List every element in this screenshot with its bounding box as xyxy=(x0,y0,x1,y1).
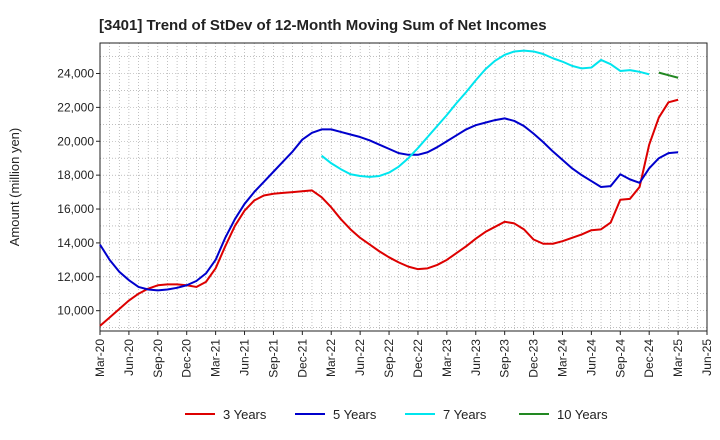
legend-label-3-years: 3 Years xyxy=(223,407,267,422)
x-tick-label: Dec-20 xyxy=(180,339,194,378)
x-tick-label: Jun-20 xyxy=(122,339,136,376)
y-tick-label: 22,000 xyxy=(57,100,94,114)
chart-title: [3401] Trend of StDev of 12-Month Moving… xyxy=(99,17,547,34)
x-tick-label: Mar-20 xyxy=(93,339,107,377)
y-tick-label: 24,000 xyxy=(57,66,94,80)
x-tick-label: Jun-22 xyxy=(353,339,367,376)
x-tick-label: Dec-22 xyxy=(411,339,425,378)
series-line-10-years xyxy=(658,71,679,79)
series-line-7-years xyxy=(320,49,650,178)
plot-area-border xyxy=(99,42,708,332)
x-axis: Mar-20 Jun-20 Sep-20 Dec-20 Mar-21 Jun-21 Sep-… xyxy=(93,331,714,378)
x-tick-label: Sep-22 xyxy=(382,339,396,378)
x-tick-label: Mar-25 xyxy=(671,339,685,377)
x-tick-label: Sep-24 xyxy=(613,339,627,378)
y-axis: 10,000 12,000 14,000 16,000 18,000 20,000 22,0… xyxy=(57,66,100,318)
legend-label-10-years: 10 Years xyxy=(557,407,608,422)
x-tick-label: Sep-21 xyxy=(266,339,280,378)
y-tick-label: 10,000 xyxy=(57,304,94,318)
x-tick-label: Jun-23 xyxy=(469,339,483,376)
x-tick-label: Jun-21 xyxy=(238,339,252,376)
x-tick-label: Mar-22 xyxy=(324,339,338,377)
series-lines xyxy=(99,49,679,327)
legend-label-5-years: 5 Years xyxy=(333,407,377,422)
x-tick-label: Mar-23 xyxy=(440,339,454,377)
series-line-3-years xyxy=(99,98,679,327)
x-tick-label: Mar-24 xyxy=(555,339,569,377)
grid xyxy=(100,43,707,331)
y-tick-label: 18,000 xyxy=(57,168,94,182)
x-tick-label: Dec-21 xyxy=(295,339,309,378)
x-tick-label: Jun-24 xyxy=(584,339,598,376)
x-tick-label: Jun-25 xyxy=(700,339,714,376)
x-tick-label: Mar-21 xyxy=(209,339,223,377)
y-axis-label: Amount (million yen) xyxy=(7,128,22,247)
legend-label-7-years: 7 Years xyxy=(443,407,487,422)
series-line-5-years xyxy=(99,117,679,292)
x-tick-label: Sep-20 xyxy=(151,339,165,378)
y-tick-label: 20,000 xyxy=(57,134,94,148)
legend: 3 Years 5 Years 7 Years 10 Years xyxy=(185,407,608,422)
y-tick-label: 12,000 xyxy=(57,270,94,284)
y-tick-label: 16,000 xyxy=(57,202,94,216)
x-tick-label: Dec-23 xyxy=(527,339,541,378)
x-tick-label: Sep-23 xyxy=(498,339,512,378)
x-tick-label: Dec-24 xyxy=(642,339,656,378)
y-tick-label: 14,000 xyxy=(57,236,94,250)
